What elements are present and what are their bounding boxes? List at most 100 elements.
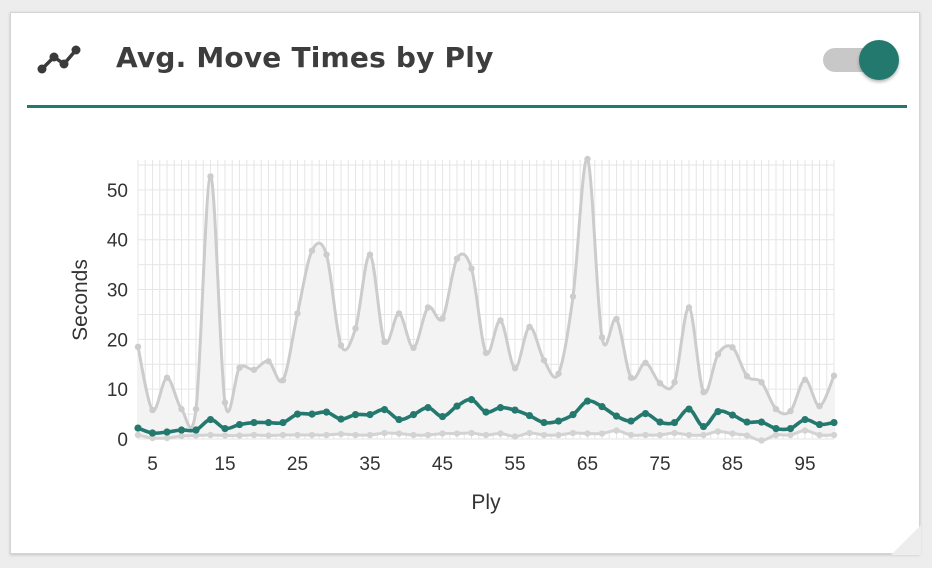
mid-series-point: [308, 410, 316, 418]
line-chart-icon: [37, 45, 81, 74]
mid-series-point: [699, 422, 708, 431]
upper-series-point: [714, 351, 722, 358]
upper-series-point: [482, 349, 490, 357]
lower-series-point: [279, 431, 287, 439]
lower-series-point: [758, 437, 765, 444]
lower-series-point: [294, 431, 301, 439]
mid-series-point: [656, 418, 664, 426]
mid-series-point: [395, 415, 403, 424]
lower-series-point: [468, 429, 475, 437]
upper-series-point: [265, 358, 272, 365]
x-tick-label: 85: [722, 454, 743, 475]
upper-series-point: [801, 376, 809, 383]
lower-series-point: [424, 431, 432, 439]
upper-series-point: [685, 304, 693, 311]
toggle-knob: [859, 40, 899, 80]
upper-series-point: [511, 365, 519, 372]
lower-series-point: [439, 430, 446, 437]
mid-series-point: [554, 417, 563, 425]
upper-series-point: [540, 357, 548, 364]
lower-series-point: [192, 432, 200, 439]
lower-series-point: [787, 431, 794, 439]
mid-series-point: [583, 397, 592, 405]
mid-series-point: [177, 426, 186, 434]
card-title: Avg. Move Times by Ply: [116, 41, 494, 74]
upper-series-point: [352, 325, 359, 332]
x-tick-label: 25: [287, 454, 308, 475]
mid-series-point: [264, 418, 273, 427]
mid-series-point: [743, 418, 751, 426]
chart-toggle[interactable]: [823, 40, 899, 80]
mid-series-point: [728, 411, 737, 419]
upper-series-point: [410, 344, 417, 352]
lower-series-point: [352, 431, 359, 439]
mid-series-point: [293, 410, 302, 418]
mid-series-point: [279, 418, 287, 427]
card-header: Avg. Move Times by Ply: [27, 13, 907, 108]
lower-series-point: [497, 430, 504, 437]
mid-series-point: [496, 404, 505, 412]
upper-series-point: [424, 304, 432, 311]
lower-series-point: [395, 430, 403, 437]
lower-series-point: [555, 431, 562, 439]
lower-series-point: [381, 429, 388, 437]
lower-series-point: [729, 430, 736, 437]
mid-series-point: [322, 408, 331, 416]
x-tick-label: 15: [214, 454, 235, 475]
upper-series-point: [395, 310, 403, 317]
mid-series-point: [206, 415, 215, 424]
upper-series-point: [468, 265, 475, 272]
mid-series-point: [163, 428, 171, 436]
upper-series-point: [178, 405, 185, 413]
y-tick-label: 0: [117, 430, 128, 451]
lower-series-point: [526, 429, 533, 437]
upper-series-point: [758, 379, 765, 386]
upper-series-point: [163, 374, 171, 381]
upper-series-point: [787, 407, 794, 415]
upper-series-point: [453, 255, 461, 262]
lower-series-point: [178, 432, 185, 440]
x-tick-label: 95: [794, 454, 815, 475]
mid-series-point: [438, 412, 447, 421]
upper-series-point: [149, 406, 156, 414]
mid-series-point: [351, 410, 360, 419]
upper-series-point: [279, 377, 287, 384]
upper-series-point: [598, 334, 606, 341]
upper-series-point: [569, 293, 577, 300]
mid-series-point: [815, 420, 824, 429]
y-tick-label: 40: [107, 231, 128, 252]
mid-series-point: [612, 412, 621, 420]
lower-series-point: [250, 431, 258, 439]
chart-ticks: 5 15 25 35 45 55 65 75 85 95 0 10 20 30 40 50: [107, 181, 816, 475]
upper-series-point: [526, 323, 533, 331]
lower-series-point: [221, 432, 229, 439]
x-axis-label: Ply: [471, 491, 501, 514]
mid-series-point: [801, 415, 809, 424]
upper-series-point: [134, 343, 142, 351]
upper-series-point: [337, 342, 345, 349]
lower-series-point: [801, 427, 809, 434]
lower-series-point: [540, 431, 548, 439]
lower-series-point: [511, 433, 519, 440]
mid-series-point: [670, 418, 679, 427]
mid-series-point: [540, 418, 548, 427]
x-tick-label: 75: [649, 454, 670, 475]
mid-series-point: [757, 418, 766, 426]
lower-series-point: [743, 432, 751, 439]
upper-series-point: [497, 317, 504, 324]
lower-series-point: [337, 430, 345, 438]
lower-series-point: [163, 434, 171, 442]
upper-series-point: [381, 338, 388, 346]
upper-series-point: [250, 366, 258, 373]
upper-series-point: [236, 364, 243, 371]
lower-series-point: [584, 430, 591, 437]
mid-series-point: [525, 411, 534, 420]
mid-series-point: [786, 424, 795, 433]
mid-series-point: [250, 418, 258, 427]
mid-series-point: [641, 409, 650, 418]
mid-series-point: [409, 410, 418, 419]
series-band: [138, 158, 834, 441]
mid-series-point: [337, 415, 345, 423]
chart-series: [134, 155, 838, 444]
x-tick-label: 35: [359, 454, 380, 475]
